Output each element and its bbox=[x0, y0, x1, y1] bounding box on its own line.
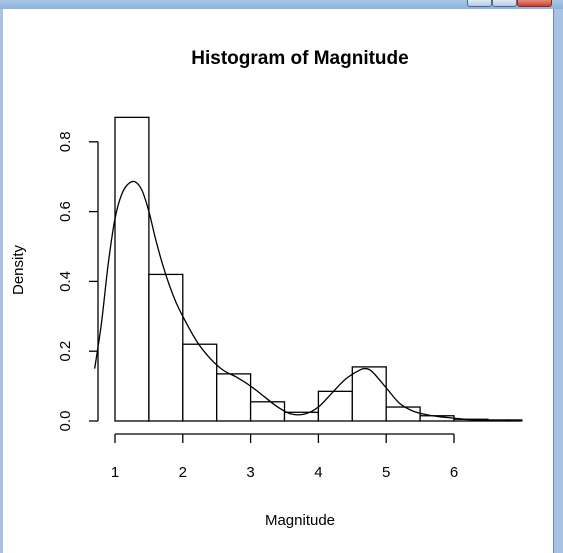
x-axis-label: Magnitude bbox=[265, 512, 335, 529]
y-tick-label: 0.0 bbox=[57, 411, 74, 432]
y-axis: 0.0 0.2 0.4 0.6 0.8 bbox=[57, 131, 99, 432]
x-tick-label: 4 bbox=[314, 464, 322, 481]
y-tick-label: 0.8 bbox=[57, 131, 74, 152]
histogram-bar bbox=[148, 273, 184, 422]
x-tick-label: 1 bbox=[111, 464, 119, 481]
close-button[interactable] bbox=[517, 0, 552, 7]
histogram-bar bbox=[114, 116, 150, 422]
density-curve bbox=[94, 180, 509, 422]
y-axis-label: Density bbox=[10, 244, 27, 295]
x-tick-label: 5 bbox=[382, 464, 390, 481]
y-tick-label: 0.2 bbox=[57, 341, 74, 362]
window-frame-right bbox=[554, 9, 563, 553]
x-tick-label: 3 bbox=[246, 464, 254, 481]
x-tick-label: 6 bbox=[450, 464, 458, 481]
histogram-bar bbox=[182, 343, 218, 422]
y-tick-label: 0.6 bbox=[57, 201, 74, 222]
x-axis: 1 2 3 4 5 6 bbox=[111, 433, 458, 481]
window-frame-edge bbox=[553, 9, 554, 553]
histogram-bar bbox=[317, 390, 353, 422]
chart-title: Histogram of Magnitude bbox=[191, 48, 408, 69]
window-frame-left bbox=[0, 9, 3, 553]
histogram-bar bbox=[351, 366, 387, 422]
y-tick-label: 0.4 bbox=[57, 271, 74, 292]
minimize-button[interactable] bbox=[467, 0, 492, 7]
histogram-bar bbox=[249, 401, 286, 422]
x-tick-label: 2 bbox=[179, 464, 187, 481]
maximize-button[interactable] bbox=[492, 0, 517, 7]
histogram-bar bbox=[385, 406, 421, 422]
histogram-bars bbox=[114, 116, 523, 422]
histogram-bar bbox=[216, 373, 252, 422]
window-titlebar bbox=[0, 0, 563, 9]
